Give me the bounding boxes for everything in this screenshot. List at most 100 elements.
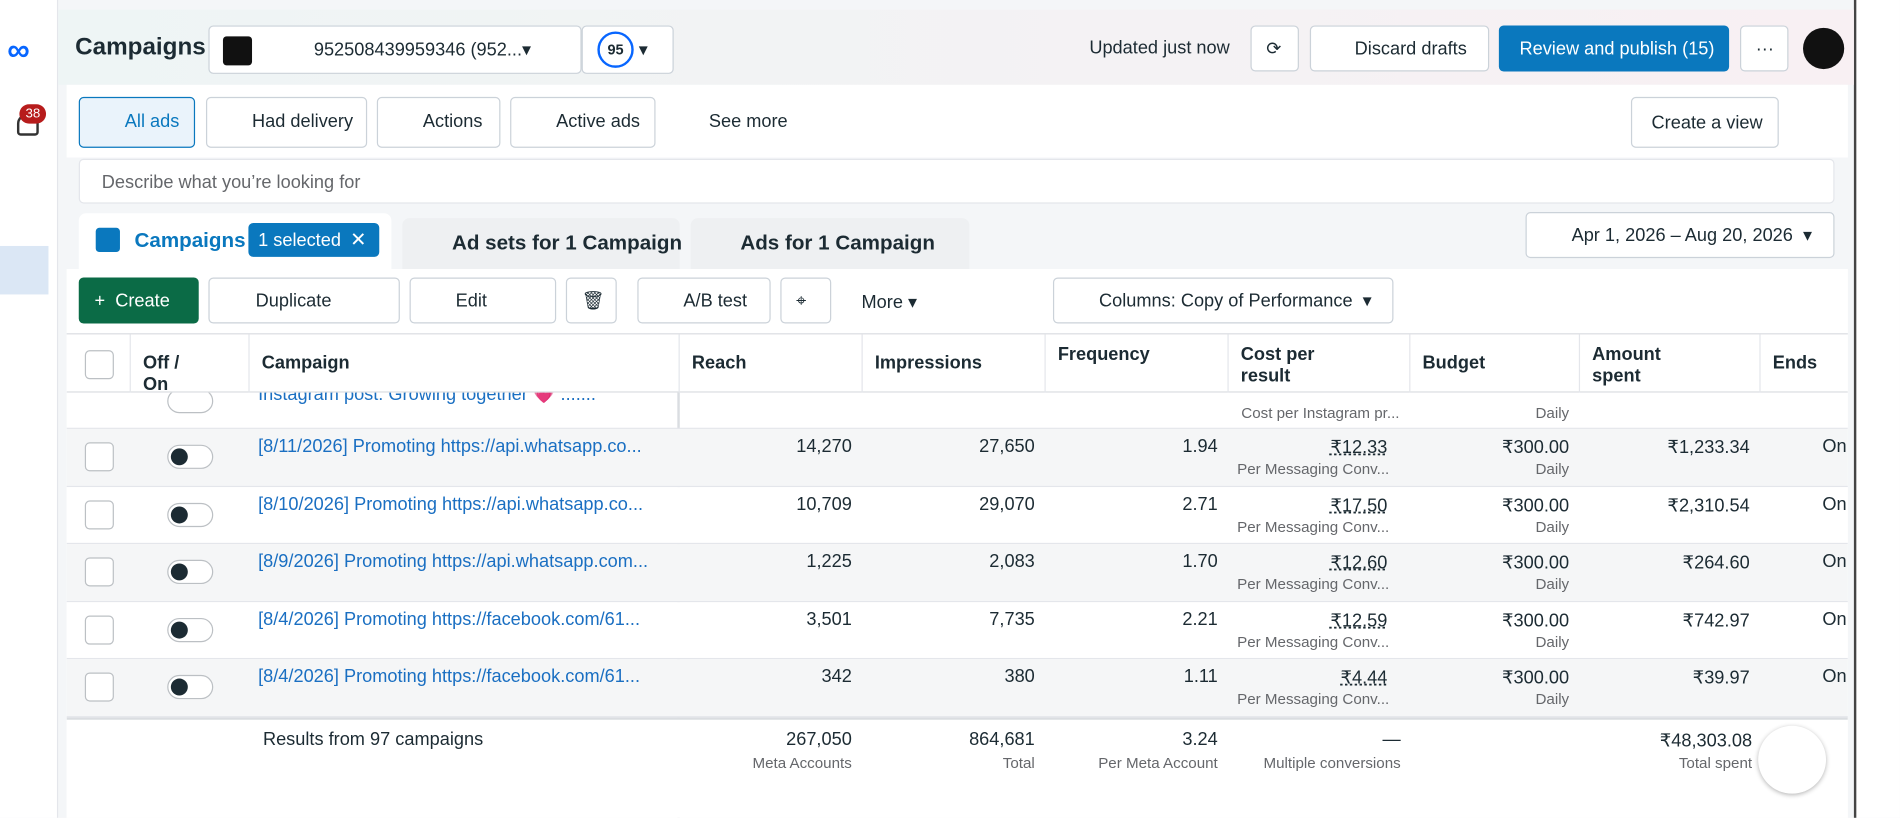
footer-cost: — [1382,729,1401,751]
tab-adsets[interactable]: Ad sets for 1 Campaign [402,218,682,269]
frequency: 2.71 [1182,493,1218,515]
spent: ₹1,233.34 [1667,437,1750,459]
campaign-link[interactable]: [8/11/2026] Promoting https://api.whatsa… [258,436,642,457]
filter-button[interactable]: All ads [78,96,196,148]
cost-sub: Per Messaging Conv... [1237,690,1390,708]
create-view[interactable]: Create a view [1630,96,1779,148]
spent: ₹39.97 [1692,667,1750,689]
date-text: Apr 1, 2026 – Aug 20, 2026 [1571,224,1793,246]
row-checkbox[interactable] [84,614,114,645]
ends: On [1822,551,1847,572]
filter-button[interactable]: Had delivery [205,96,368,148]
notification-badge: 38 [19,104,47,124]
table-row: [8/11/2026] Promoting https://api.whatsa… [66,428,1848,487]
campaign-link[interactable]: [8/9/2026] Promoting https://api.whatsap… [258,551,649,572]
toggle[interactable] [167,502,214,527]
column-header[interactable]: Amount spent [1578,334,1760,393]
row-checkbox[interactable] [84,672,114,702]
spent: ₹264.60 [1682,552,1750,574]
footer-reach: 267,050 [786,729,852,751]
active-nav[interactable] [0,245,49,295]
table-row: [8/4/2026] Promoting https://facebook.co… [66,659,1848,717]
footer-cost-sub: Multiple conversions [1263,754,1401,772]
right-sidebar [1853,0,1900,818]
column-header[interactable]: Ends [1759,334,1847,393]
date-range[interactable]: Apr 1, 2026 – Aug 20, 2026 ▾ [1525,212,1835,259]
clear-x[interactable]: ✕ [350,230,367,251]
edit[interactable]: Edit [409,277,557,324]
filter-bar: All ads Had delivery Actions Active ads See … [66,84,1848,158]
toggle[interactable] [167,444,214,469]
duplicate[interactable]: Duplicate [208,277,400,324]
assistant[interactable] [1758,725,1827,794]
discard-drafts[interactable]: Discard drafts [1309,25,1490,72]
campaign-link[interactable]: Instagram post: Growing together 💗 .....… [258,392,596,405]
account-selector[interactable]: 952508439959346 (952... ▾ [208,25,582,74]
campaign-link[interactable]: [8/4/2026] Promoting https://facebook.co… [258,608,641,630]
budget: ₹300.00 [1501,437,1570,459]
search-box[interactable]: Describe what you’re looking for [78,158,1835,204]
create-label: Create [115,290,170,311]
column-header[interactable]: Budget [1409,334,1579,393]
ends: On [1822,436,1847,457]
select-all[interactable] [84,350,114,380]
column-header[interactable]: Campaign [248,334,678,393]
column-header[interactable]: Frequency [1044,334,1227,393]
left-sidebar: ∞ 38 [0,0,59,818]
budget: ₹300.00 [1501,552,1570,574]
footer-frequency-sub: Per Meta Account [1098,754,1218,772]
columns[interactable]: Columns: Copy of Performance ▾ [1052,277,1394,324]
header-row: Off / On Campaign Reach Impressions Frequenc… [66,334,1848,395]
profile[interactable] [1803,27,1845,70]
impressions: 380 [1004,666,1035,688]
footer-impressions-sub: Total [1002,754,1035,772]
selected-chip[interactable]: 1 selected [248,222,380,257]
row-checkbox[interactable] [84,557,114,587]
more[interactable]: More ▾ [861,292,918,313]
delete[interactable]: 🗑 [565,277,617,324]
budget-sub: Daily [1535,575,1570,593]
tag[interactable]: ⌖ [780,277,832,324]
tab-campaigns[interactable]: Campaigns 1 selected ✕ [78,213,392,269]
frequency: 1.70 [1182,551,1218,572]
ab-test[interactable]: A/B test [637,277,771,324]
cost: ₹12.60 [1330,552,1388,574]
reach: 10,709 [796,493,852,515]
table-row: [8/9/2026] Promoting https://api.whatsap… [66,544,1848,602]
partial-row: Instagram post: Growing together 💗 .....… [66,392,1848,429]
cost-sub: Cost per Instagram pr... [1241,404,1400,422]
toggle[interactable] [167,392,214,414]
create[interactable]: + Create [78,277,199,324]
column-header[interactable]: Off / On [129,334,249,395]
tab-ads[interactable]: Ads for 1 Campaign [690,218,970,269]
budget: ₹300.00 [1501,610,1570,631]
more-menu[interactable]: ··· [1740,25,1789,72]
toggle[interactable] [167,674,214,700]
reach: 14,270 [796,436,852,457]
toggle[interactable] [167,617,214,642]
filter-button[interactable]: Actions [376,96,501,148]
column-header[interactable]: Cost per result [1227,334,1409,393]
row-checkbox[interactable] [84,442,114,472]
budget-sub: Daily [1535,518,1570,535]
campaign-link[interactable]: [8/4/2026] Promoting https://facebook.co… [258,666,641,688]
column-header[interactable]: Impressions [861,334,1045,393]
column-header[interactable]: Reach [678,334,862,393]
footer-reach-sub: Meta Accounts [752,754,852,772]
filter-button[interactable]: Active ads [510,96,656,148]
ends: On [1822,608,1847,630]
toggle[interactable] [167,559,214,585]
score-button[interactable]: 95 ▾ [581,25,674,74]
cost: ₹17.50 [1330,494,1388,516]
impressions: 29,070 [979,493,1035,515]
cost: ₹12.59 [1330,610,1388,631]
campaign-link[interactable]: [8/10/2026] Promoting https://api.whatsa… [258,493,644,515]
status: Updated just now [1089,37,1230,59]
refresh[interactable]: ⟳ [1250,25,1299,72]
see-more[interactable]: See more [708,111,788,133]
publish[interactable]: Review and publish (15) [1498,25,1730,72]
cost-sub: Per Messaging Conv... [1237,460,1390,478]
row-checkbox[interactable] [84,499,114,529]
